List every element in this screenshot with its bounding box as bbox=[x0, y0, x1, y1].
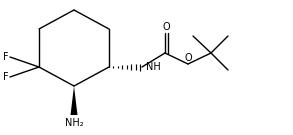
Text: F: F bbox=[4, 52, 9, 62]
Polygon shape bbox=[71, 86, 78, 115]
Text: O: O bbox=[162, 22, 170, 32]
Text: F: F bbox=[4, 72, 9, 82]
Text: NH: NH bbox=[146, 62, 161, 72]
Text: NH₂: NH₂ bbox=[65, 118, 83, 128]
Text: O: O bbox=[184, 53, 192, 63]
